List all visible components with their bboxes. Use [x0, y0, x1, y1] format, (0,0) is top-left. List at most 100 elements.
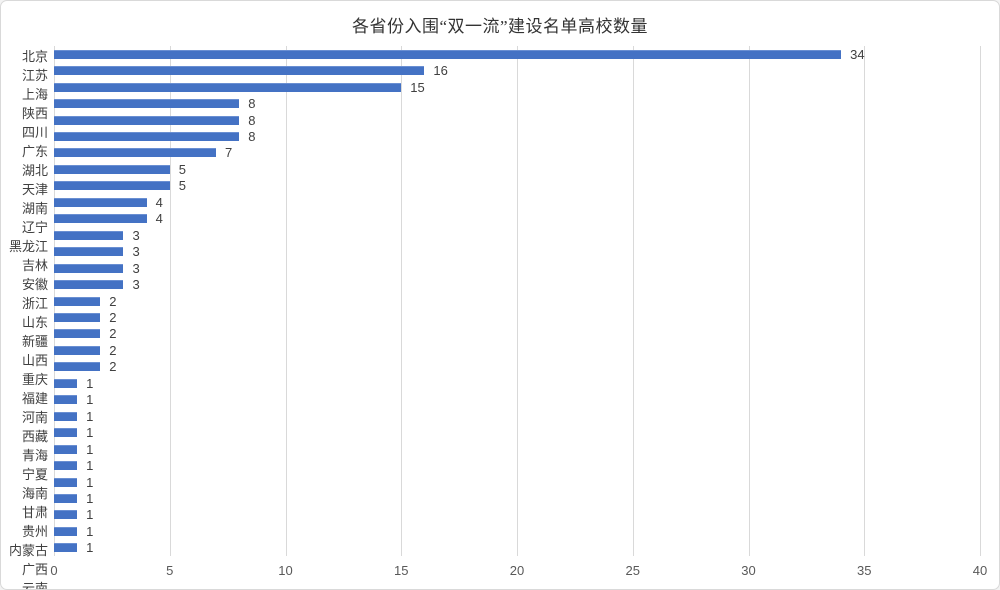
bar-row: 2: [54, 342, 980, 358]
category-label: 江苏: [21, 68, 48, 83]
value-label: 1: [86, 392, 94, 408]
value-label: 2: [109, 359, 117, 375]
category-label: 浙江: [21, 296, 48, 311]
value-label: 1: [86, 540, 94, 556]
value-label: 2: [109, 293, 117, 309]
bar: [54, 296, 101, 306]
value-label: 4: [155, 194, 163, 210]
category-label: 广西: [21, 562, 48, 577]
category-label: 云南: [21, 581, 48, 590]
category-label: 新疆: [21, 334, 48, 349]
bar-row: 8: [54, 128, 980, 144]
bar: [54, 148, 217, 158]
bar: [54, 230, 124, 240]
value-label: 1: [86, 490, 94, 506]
value-label: 34: [850, 46, 865, 62]
category-axis: 北京 江苏 上海 陕西 四川 广东 湖北 天津 湖南 辽宁 黑龙江 吉林 安徽 浙江 山东 新疆 山西 重庆 福建河…: [1, 46, 54, 589]
bar-row: 3: [54, 243, 980, 259]
bar-row: 8: [54, 112, 980, 128]
chart-area: 北京 江苏 上海 陕西 四川 广东 湖北 天津 湖南 辽宁 黑龙江 吉林 安徽 浙江 山东 新疆 山西 重庆 福建河…: [1, 46, 981, 589]
bar: [54, 181, 170, 191]
plot-area: 34 16 15 8 8 8 7 5 5 4 4 3 3 3 3 2 2 2 2 2 1 1 1 1 1 1 1 1 1 1 1: [54, 46, 981, 556]
value-label: 16: [433, 63, 448, 79]
category-label: 天津: [21, 182, 48, 197]
bar: [54, 411, 78, 421]
bar: [54, 280, 124, 290]
category-label: 广东: [21, 144, 48, 159]
value-label: 2: [109, 326, 117, 342]
bar: [54, 115, 240, 125]
gridline: [401, 46, 403, 556]
category-label: 辽宁: [21, 220, 48, 235]
x-tick-label: 40: [972, 563, 988, 578]
value-label: 7: [225, 145, 233, 161]
category-label: 宁夏: [21, 467, 48, 482]
bar: [54, 493, 78, 503]
bar: [54, 428, 78, 438]
bar-row: 1: [54, 540, 980, 556]
bar: [54, 345, 101, 355]
category-label: 福建: [21, 391, 48, 406]
bar: [54, 461, 78, 471]
value-label: 5: [178, 178, 186, 194]
x-tick-label: 25: [625, 563, 640, 578]
bar-row: 15: [54, 79, 980, 95]
bar-row: 4: [54, 194, 980, 210]
x-tick-label: 30: [741, 563, 756, 578]
bar: [54, 543, 78, 553]
value-label: 8: [248, 96, 256, 112]
gridline: [748, 46, 750, 556]
bar: [54, 82, 402, 92]
category-label: 湖北: [21, 163, 48, 178]
bar-row: 4: [54, 211, 980, 227]
bar-row: 3: [54, 227, 980, 243]
gridline: [285, 46, 287, 556]
bar-row: 1: [54, 507, 980, 523]
bar-row: 2: [54, 326, 980, 342]
bar-row: 1: [54, 474, 980, 490]
category-label: 甘肃: [21, 505, 48, 520]
bar: [54, 477, 78, 487]
bar: [54, 214, 147, 224]
value-label: 15: [410, 79, 425, 95]
bar-row: 1: [54, 457, 980, 473]
bar-row: 34: [54, 46, 980, 62]
bar-row: 2: [54, 293, 980, 309]
bar: [54, 395, 78, 405]
bar: [54, 510, 78, 520]
value-label: 2: [109, 342, 117, 358]
bar-row: 2: [54, 359, 980, 375]
bar: [54, 131, 240, 141]
x-tick-label: 10: [278, 563, 293, 578]
value-label: 3: [132, 277, 140, 293]
x-tick-label: 5: [166, 563, 174, 578]
bar: [54, 263, 124, 273]
bar: [54, 66, 425, 76]
bar: [54, 329, 101, 339]
value-label: 4: [155, 211, 163, 227]
bar: [54, 444, 78, 454]
category-label: 青海: [21, 448, 48, 463]
gridline: [169, 46, 171, 556]
category-label: 山西: [21, 353, 48, 368]
bar-row: 1: [54, 375, 980, 391]
x-axis: 0 5 10 15 20 25 30 35 40: [50, 561, 987, 583]
bar: [54, 312, 101, 322]
bar-row: 1: [54, 490, 980, 506]
x-tick-label: 15: [394, 563, 409, 578]
x-tick-label: 35: [857, 563, 872, 578]
bar-row: 2: [54, 309, 980, 325]
value-label: 1: [86, 425, 94, 441]
bar-row: 1: [54, 523, 980, 539]
bar: [54, 378, 78, 388]
x-tick-label: 0: [50, 563, 58, 578]
value-label: 1: [86, 441, 94, 457]
value-label: 5: [178, 161, 186, 177]
bar-row: 1: [54, 392, 980, 408]
bar: [54, 526, 78, 536]
category-label: 陕西: [21, 106, 48, 121]
category-label: 安徽: [21, 277, 48, 292]
category-label: 海南: [21, 486, 48, 501]
value-label: 3: [132, 227, 140, 243]
